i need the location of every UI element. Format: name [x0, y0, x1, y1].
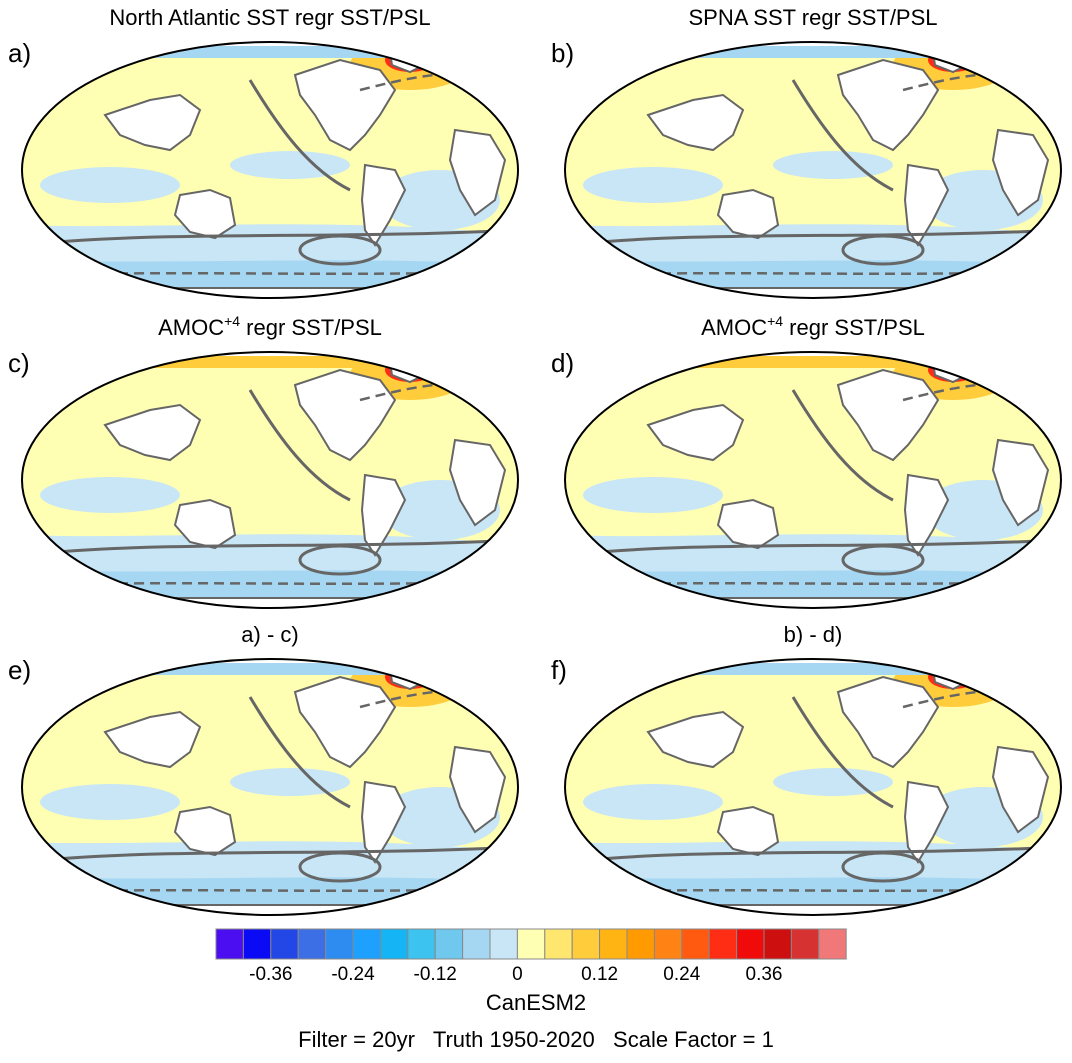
colorbar-tick-label: -0.24	[331, 964, 375, 985]
map-field	[565, 352, 1061, 608]
colorbar: -0.36 -0.24 -0.12 0 0.12 0.24 0.36	[215, 928, 847, 985]
colorbar-swatch	[736, 928, 765, 960]
model-name: CanESM2	[486, 990, 586, 1015]
map-field	[22, 42, 518, 298]
map-outline	[21, 41, 519, 299]
colorbar-swatch	[681, 928, 710, 960]
panel-label: d)	[551, 348, 574, 378]
colorbar-tick-label: 0.36	[746, 964, 783, 985]
map-field	[22, 659, 518, 915]
colorbar-swatch	[489, 928, 518, 960]
colorbar-swatch	[708, 928, 738, 960]
map-panel-b: SPNA SST regr SST/PSL b)	[551, 5, 1062, 299]
colorbar-swatch	[434, 928, 464, 960]
map-panel-d: AMOC+4 regr SST/PSL d)	[551, 313, 1062, 609]
panel-label: a)	[8, 38, 31, 68]
panel-label: f)	[551, 655, 567, 685]
colorbar-tick-label: -0.12	[414, 964, 457, 985]
colorbar-swatch	[379, 928, 409, 960]
panel-label: e)	[8, 655, 31, 685]
colorbar-swatch	[462, 928, 491, 960]
panel-title: AMOC+4 regr SST/PSL	[158, 313, 382, 340]
colorbar-swatch	[544, 928, 573, 960]
panel-title: a) - c)	[241, 622, 298, 647]
map-panel-c: AMOC+4 regr SST/PSL c)	[8, 313, 519, 609]
colorbar-swatch	[407, 928, 436, 960]
colorbar-swatch	[215, 928, 244, 960]
colorbar-swatch	[653, 928, 683, 960]
colorbar-swatch	[325, 928, 354, 960]
colorbar-swatch	[599, 928, 628, 960]
colorbar-swatch	[626, 928, 655, 960]
colorbar-swatch	[571, 928, 601, 960]
map-panel-f: b) - d) f)	[551, 622, 1062, 916]
map-outline	[21, 658, 519, 916]
map-field	[565, 42, 1061, 298]
map-outline	[564, 658, 1062, 916]
map-panel-a: North Atlantic SST regr SST/PSL a)	[8, 5, 519, 299]
footer-caption: Filter = 20yr Truth 1950-2020 Scale Fact…	[298, 1027, 774, 1052]
panel-title: North Atlantic SST regr SST/PSL	[109, 5, 430, 30]
panel-label: c)	[8, 348, 30, 378]
map-outline	[564, 41, 1062, 299]
panel-title: b) - d)	[784, 622, 843, 647]
colorbar-swatch	[352, 928, 381, 960]
colorbar-swatch	[818, 928, 847, 960]
colorbar-swatch	[763, 928, 792, 960]
map-field	[22, 352, 518, 608]
colorbar-swatch	[516, 928, 546, 960]
map-outline	[21, 351, 519, 609]
colorbar-tick-label: 0	[512, 964, 523, 985]
map-outline	[564, 351, 1062, 609]
panel-title: AMOC+4 regr SST/PSL	[701, 313, 925, 340]
colorbar-swatch	[297, 928, 327, 960]
panel-title: SPNA SST regr SST/PSL	[688, 5, 937, 30]
colorbar-tick-label: 0.12	[581, 964, 618, 985]
colorbar-tick-label: 0.24	[663, 964, 700, 985]
colorbar-swatch	[242, 928, 272, 960]
map-field	[565, 659, 1061, 915]
colorbar-swatch	[270, 928, 299, 960]
panel-label: b)	[551, 38, 574, 68]
map-panel-e: a) - c) e)	[8, 622, 519, 916]
colorbar-tick-label: -0.36	[249, 964, 292, 985]
colorbar-swatch	[790, 928, 820, 960]
